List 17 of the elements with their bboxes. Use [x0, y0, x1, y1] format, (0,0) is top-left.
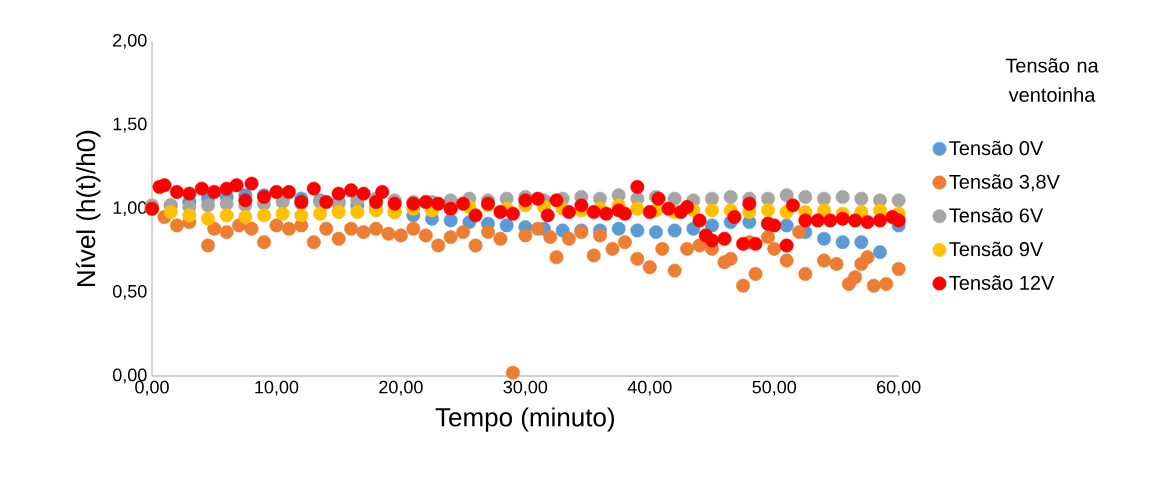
x-tick-label: 60,00 [877, 380, 921, 396]
y-tick-label: 1,50 [113, 117, 147, 133]
legend-title: Tensão na ventoinha [1005, 58, 1099, 102]
x-tick-label: 30,00 [503, 380, 548, 396]
y-axis-title: Nível (h(t)/h0) [75, 130, 101, 286]
legend-label: Tensão 3,8V [949, 174, 1060, 192]
legend-label: Tensão 12V [949, 275, 1055, 290]
y-tick-label: 0,50 [112, 284, 147, 300]
x-tick-label: 40,00 [627, 380, 672, 396]
x-tick-label: 20,00 [379, 380, 423, 396]
x-axis-title: Tempo (minuto) [435, 407, 614, 432]
x-tick-label: 10,00 [255, 380, 299, 396]
y-tick-label: 2,00 [113, 33, 147, 49]
legend-label: Tensão 9V [949, 241, 1044, 257]
x-tick-label: 50,00 [752, 380, 797, 396]
legend-label: Tensão 6V [949, 208, 1044, 223]
legend-label: Tensão 0V [949, 140, 1044, 156]
